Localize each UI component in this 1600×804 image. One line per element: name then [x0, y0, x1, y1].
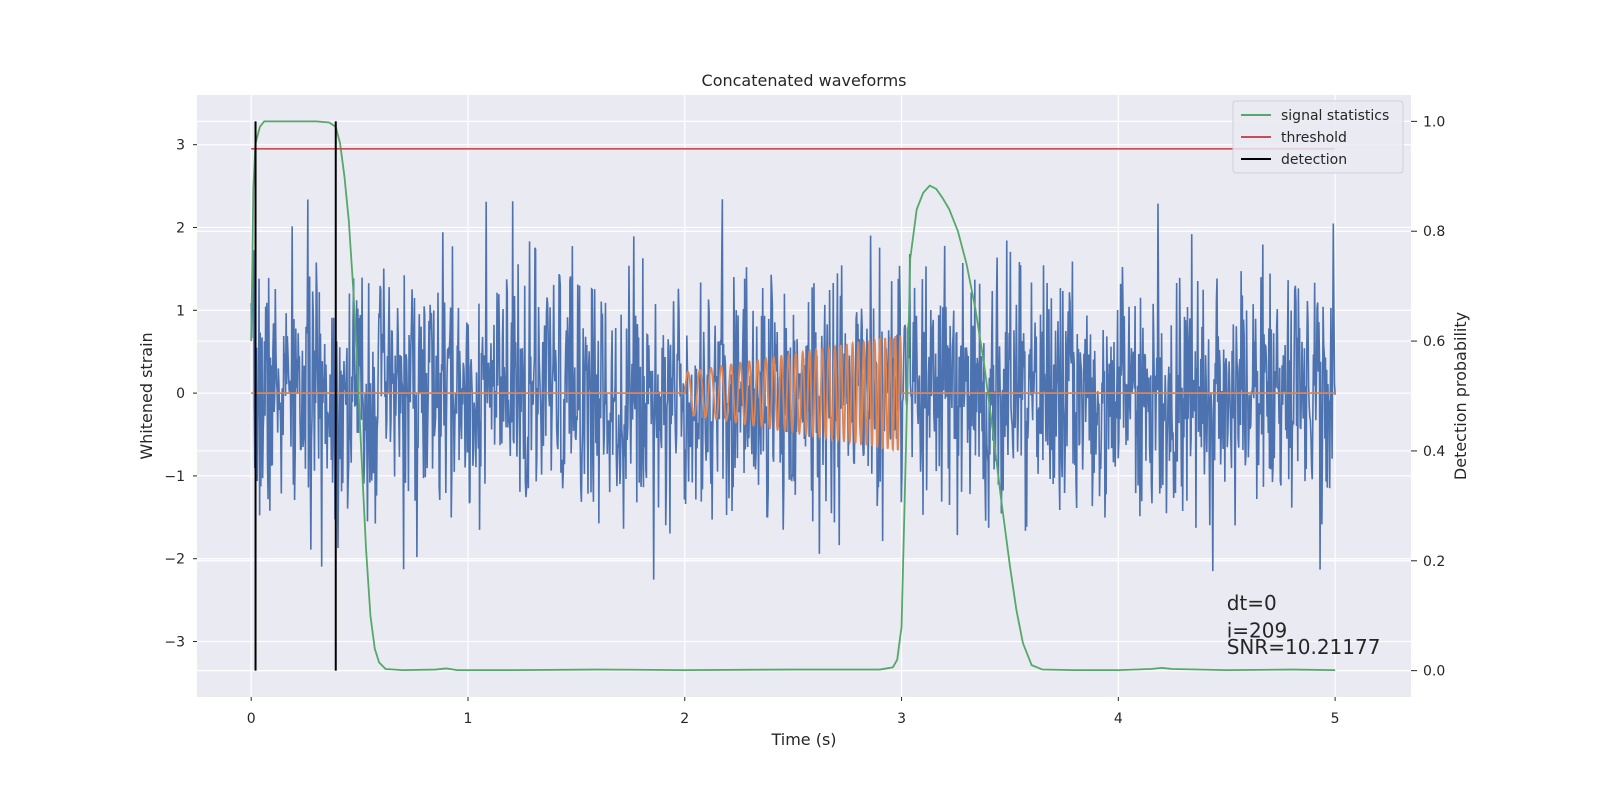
x-tick-label: 0	[247, 711, 256, 727]
y-tick-label: 1	[176, 303, 185, 319]
ticks: 0 1 2 3 4 5 −3 −2 −1 0 1 2 3 0.0 0.2 0.4 0.6 0.8 1.0	[164, 114, 1445, 727]
y2-tick-label: 0.0	[1423, 664, 1445, 680]
x-axis-label: Time (s)	[770, 730, 836, 749]
y2-tick-label: 0.2	[1423, 554, 1445, 570]
annotation-snr: SNR=10.21177	[1227, 635, 1381, 659]
legend-box	[1232, 100, 1404, 174]
y-tick-label: −2	[164, 552, 185, 568]
legend-label: threshold	[1281, 130, 1347, 146]
series-group	[250, 120, 1336, 671]
y2-tick-label: 1.0	[1423, 114, 1445, 130]
y-tick-label: 0	[176, 386, 185, 402]
y-tick-label: 3	[176, 138, 185, 154]
y2-tick-label: 0.6	[1423, 334, 1445, 350]
signal-statistics-line	[250, 120, 1336, 671]
y2-axis-label: Detection probability	[1451, 312, 1470, 480]
legend: signal statistics threshold detection	[1232, 100, 1404, 174]
annotation-dt: dt=0	[1227, 591, 1277, 615]
x-tick-label: 1	[464, 711, 473, 727]
x-tick-label: 3	[897, 711, 906, 727]
legend-label: detection	[1281, 152, 1347, 168]
y2-tick-label: 0.4	[1423, 444, 1445, 460]
annotation-i: i=209	[1227, 618, 1288, 642]
x-tick-label: 2	[680, 711, 689, 727]
y-tick-label: −1	[164, 469, 185, 485]
y-tick-label: −3	[164, 635, 185, 651]
chart-title: Concatenated waveforms	[702, 71, 907, 90]
x-tick-label: 5	[1331, 711, 1340, 727]
y-tick-label: 2	[176, 220, 185, 236]
legend-label: signal statistics	[1281, 108, 1389, 124]
chirp-series-line	[251, 335, 1336, 453]
y2-tick-label: 0.8	[1423, 224, 1445, 240]
x-tick-label: 4	[1114, 711, 1123, 727]
y-axis-label: Whitened strain	[137, 332, 156, 459]
